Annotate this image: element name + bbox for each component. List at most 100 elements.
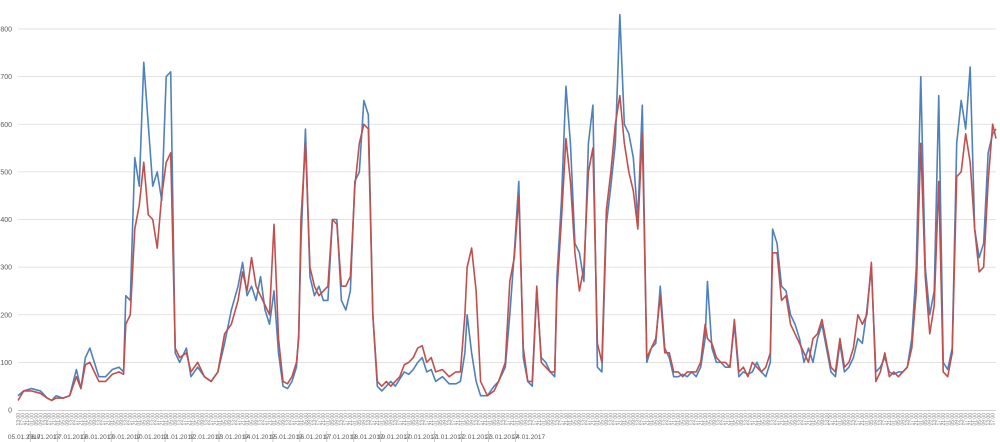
x-hour-tick: 13:00 (743, 413, 749, 426)
x-hour-tick: 09:00 (847, 413, 853, 426)
y-axis-ticks: 0 100 200 300 400 500 600 700 800 (0, 27, 12, 415)
x-hour-tick: 13:00 (16, 413, 22, 426)
x-hour-tick: 01:00 (326, 413, 332, 426)
y-tick-label: 300 (0, 265, 12, 272)
x-hour-tick: 13:00 (690, 413, 696, 426)
x-hour-tick: 05:00 (815, 413, 821, 426)
x-hour-tick: 21:00 (240, 413, 246, 426)
x-hour-tick: 13:00 (70, 413, 76, 426)
x-hour-tick: 13:00 (124, 413, 130, 426)
x-hour-tick: 17:00 (425, 413, 431, 426)
x-hour-tick: 17:00 (209, 413, 215, 426)
x-hour-tick: 21:00 (456, 413, 462, 426)
x-hour-tick: 17:00 (74, 413, 80, 426)
x-hour-tick: 01:00 (191, 413, 197, 426)
x-hour-tick: 01:00 (434, 413, 440, 426)
x-hour-tick: 17:00 (398, 413, 404, 426)
x-hour-tick: 05:00 (788, 413, 794, 426)
x-date-label: 07.01.2017 (54, 434, 87, 441)
x-hour-tick: 21:00 (267, 413, 273, 426)
x-hour-tick: 13:00 (555, 413, 561, 426)
x-hour-tick: 17:00 (721, 413, 727, 426)
x-hour-tick: 01:00 (218, 413, 224, 426)
x-hour-tick: 13:00 (716, 413, 722, 426)
x-date-label: 18.01.2017 (351, 434, 384, 441)
x-hour-tick: 01:00 (407, 413, 413, 426)
x-hour-tick: 01:00 (730, 413, 736, 426)
x-hour-tick: 09:00 (254, 413, 260, 426)
x-hour-tick: 13:00 (932, 413, 938, 426)
x-hour-tick: 01:00 (83, 413, 89, 426)
x-hour-tick: 01:00 (892, 413, 898, 426)
x-hour-tick: 09:00 (901, 413, 907, 426)
x-hour-tick: 13:00 (609, 413, 615, 426)
x-hour-tick: 13:00 (663, 413, 669, 426)
x-hour-tick: 17:00 (532, 413, 538, 426)
x-hour-tick: 21:00 (375, 413, 381, 426)
x-hour-tick: 17:00 (990, 413, 996, 426)
x-hour-tick: 09:00 (874, 413, 880, 426)
x-date-label: 23.01.2017 (486, 434, 519, 441)
x-hour-tick: 13:00 (501, 413, 507, 426)
x-date-label: 05.01.2017 (8, 434, 41, 441)
x-hour-tick: 21:00 (79, 413, 85, 426)
x-hour-tick: 05:00 (222, 413, 228, 426)
y-tick-label: 0 (8, 408, 12, 415)
x-hour-tick: 21:00 (914, 413, 920, 426)
x-date-label: 21.01.2017 (432, 434, 465, 441)
x-hour-tick: 13:00 (959, 413, 965, 426)
x-hour-tick: 13:00 (285, 413, 291, 426)
x-hour-tick: 21:00 (591, 413, 597, 426)
y-tick-label: 700 (0, 74, 12, 81)
x-hour-tick: 09:00 (227, 413, 233, 426)
x-hour-tick: 05:00 (465, 413, 471, 426)
x-hour-tick: 01:00 (972, 413, 978, 426)
x-hour-tick: 13:00 (312, 413, 318, 426)
x-hour-tick: 05:00 (734, 413, 740, 426)
x-hour-tick: 01:00 (649, 413, 655, 426)
x-hour-tick: 09:00 (550, 413, 556, 426)
x-hour-tick: 17:00 (155, 413, 161, 426)
x-hour-tick: 09:00 (119, 413, 125, 426)
x-hour-tick: 05:00 (627, 413, 633, 426)
x-hour-tick: 01:00 (784, 413, 790, 426)
x-hour-tick: 09:00 (416, 413, 422, 426)
x-hour-tick: 13:00 (151, 413, 157, 426)
x-hour-tick: 17:00 (128, 413, 134, 426)
x-hour-tick: 09:00 (523, 413, 529, 426)
x-hour-tick: 21:00 (698, 413, 704, 426)
x-hour-tick: 05:00 (169, 413, 175, 426)
x-hour-tick: 17:00 (263, 413, 269, 426)
x-hour-tick: 21:00 (106, 413, 112, 426)
x-date-label: 16.01.2017 (297, 434, 330, 441)
x-hour-tick: 13:00 (97, 413, 103, 426)
x-hour-tick: 01:00 (110, 413, 116, 426)
x-hour-tick: 05:00 (384, 413, 390, 426)
x-hour-tick: 09:00 (793, 413, 799, 426)
x-hour-tick: 09:00 (335, 413, 341, 426)
x-hour-tick: 01:00 (272, 413, 278, 426)
x-axis-hour-ticks: 13:0017:0021:0001:0005:0009:0013:0017:00… (16, 413, 997, 426)
x-hour-tick: 17:00 (775, 413, 781, 426)
x-hour-tick: 17:00 (883, 413, 889, 426)
x-hour-tick: 05:00 (115, 413, 121, 426)
x-hour-tick: 13:00 (231, 413, 237, 426)
x-hour-tick: 13:00 (43, 413, 49, 426)
x-hour-tick: 09:00 (308, 413, 314, 426)
x-date-label: 10.01.2017 (135, 434, 168, 441)
x-date-label: 19.01.2017 (378, 434, 411, 441)
x-hour-tick: 21:00 (672, 413, 678, 426)
x-hour-tick: 09:00 (92, 413, 98, 426)
x-hour-tick: 01:00 (137, 413, 143, 426)
x-hour-tick: 17:00 (290, 413, 296, 426)
x-hour-tick: 09:00 (173, 413, 179, 426)
x-date-label: 13.01.2017 (216, 434, 249, 441)
x-hour-tick: 21:00 (402, 413, 408, 426)
x-hour-tick: 17:00 (451, 413, 457, 426)
x-hour-tick: 01:00 (676, 413, 682, 426)
x-hour-tick: 01:00 (487, 413, 493, 426)
x-hour-tick: 21:00 (160, 413, 166, 426)
x-hour-tick: 05:00 (681, 413, 687, 426)
y-tick-label: 500 (0, 169, 12, 176)
